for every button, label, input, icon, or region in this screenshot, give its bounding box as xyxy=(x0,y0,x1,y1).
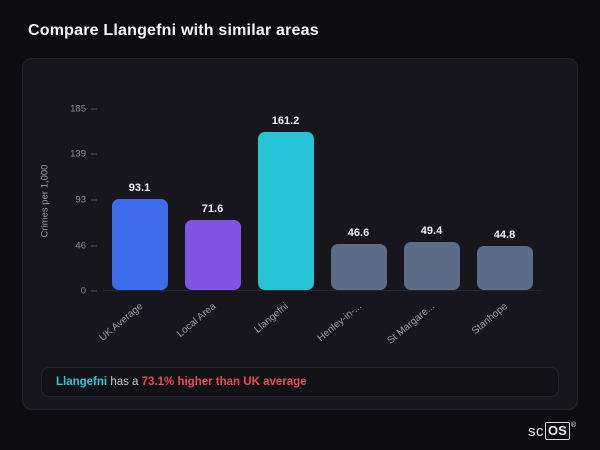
bar-st-margare[interactable] xyxy=(403,241,460,290)
x-label-cell: St Margare... xyxy=(386,295,468,351)
bar-henley-in[interactable] xyxy=(330,244,387,290)
y-tick-mark xyxy=(91,199,97,201)
y-tick: 139 xyxy=(70,149,97,160)
x-label-cell: Henley-in-... xyxy=(316,295,395,351)
x-axis-labels: UK Average Local Area Llangefni Henley-in-.… xyxy=(97,295,541,351)
y-tick-mark xyxy=(91,153,97,155)
bar-group-3: 46.6 xyxy=(322,109,395,290)
bar-uk-average[interactable] xyxy=(111,198,168,290)
y-axis-ticks: 185 139 93 46 0 xyxy=(51,104,97,297)
y-tick: 185 xyxy=(70,104,97,115)
x-label-cell: Stanhope xyxy=(468,295,541,351)
bar-value-label: 46.6 xyxy=(347,227,370,240)
y-tick: 0 xyxy=(81,286,97,297)
logo-boxed-text: OS xyxy=(545,422,570,440)
chart-card: Crimes per 1,000 185 139 93 46 0 93.1 71.6 161… xyxy=(22,58,578,410)
bar-stanhope[interactable] xyxy=(476,246,533,290)
y-tick: 93 xyxy=(75,194,97,205)
summary-area-name: Llangefni xyxy=(56,376,108,388)
bar-group-1: 71.6 xyxy=(176,109,249,290)
summary-middle-text: has a xyxy=(107,376,142,388)
x-axis-label: Stanhope xyxy=(470,301,511,337)
y-tick-mark xyxy=(91,108,97,110)
plot-area: 93.1 71.6 161.2 46.6 49.4 44.8 xyxy=(103,109,541,291)
bars-container: 93.1 71.6 161.2 46.6 49.4 44.8 xyxy=(103,109,541,290)
summary-box: Llangefni has a 73.1% higher than UK ave… xyxy=(41,367,559,397)
y-tick-mark xyxy=(91,245,97,247)
y-tick-label: 93 xyxy=(75,194,86,206)
page-title: Compare Llangefni with similar areas xyxy=(28,22,319,39)
logo-prefix: sc xyxy=(528,422,545,440)
summary-stat-text: 73.1% higher than UK average xyxy=(141,376,307,388)
y-tick-label: 46 xyxy=(75,240,86,252)
y-tick: 46 xyxy=(75,240,97,251)
y-tick-label: 139 xyxy=(70,148,86,160)
x-axis-label: Local Area xyxy=(174,301,219,340)
bar-group-0: 93.1 xyxy=(103,109,176,290)
y-tick-label: 185 xyxy=(70,103,86,115)
y-tick-label: 0 xyxy=(80,285,86,297)
bar-value-label: 161.2 xyxy=(271,115,300,128)
y-axis-title: Crimes per 1,000 xyxy=(39,164,51,238)
x-axis-label: Henley-in-... xyxy=(315,301,365,345)
bar-llangefni[interactable] xyxy=(257,132,314,290)
x-axis-label: UK Average xyxy=(97,301,146,344)
bar-local-area[interactable] xyxy=(184,219,241,290)
bar-group-5: 44.8 xyxy=(468,109,541,290)
x-label-cell: UK Average xyxy=(97,295,176,351)
scos-logo: sc OS ® xyxy=(528,422,576,440)
y-tick-mark xyxy=(91,290,97,292)
bar-value-label: 71.6 xyxy=(201,202,224,215)
x-axis-label: Llangefni xyxy=(252,301,292,336)
bar-group-4: 49.4 xyxy=(395,109,468,290)
x-label-cell: Llangefni xyxy=(249,295,322,351)
bar-value-label: 93.1 xyxy=(128,181,151,194)
x-label-cell: Local Area xyxy=(174,295,249,351)
bar-value-label: 49.4 xyxy=(420,224,443,237)
bar-group-2: 161.2 xyxy=(249,109,322,290)
registered-trademark-icon: ® xyxy=(570,422,576,429)
bar-value-label: 44.8 xyxy=(493,229,516,242)
